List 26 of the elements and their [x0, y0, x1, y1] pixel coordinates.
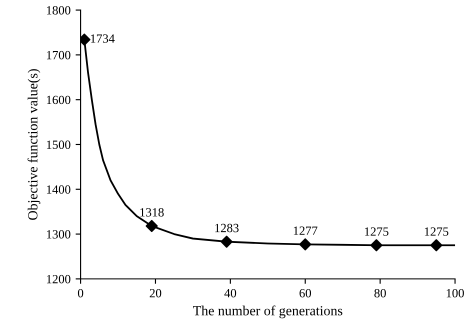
y-tick-label: 1700	[46, 50, 70, 60]
data-label: 1283	[215, 224, 239, 232]
x-axis-title: The number of generations	[193, 305, 342, 318]
x-tick-label: 100	[446, 288, 464, 298]
y-axis-title: Objective function value(s)	[28, 69, 40, 220]
data-label: 1277	[294, 226, 318, 235]
point	[220, 236, 233, 248]
y-tick-label: 1600	[46, 96, 70, 104]
y-tick-label: 1400	[46, 185, 70, 194]
data-label: 1275	[424, 227, 448, 236]
x-tick-label: 20	[150, 288, 162, 298]
data-label: 1275	[365, 227, 388, 236]
y-tick-label: 1800	[46, 6, 70, 15]
y-tick-label: 1500	[46, 140, 70, 149]
x-tick-label: 80	[374, 288, 386, 298]
y-tick-label: 1300	[46, 230, 70, 239]
point	[430, 239, 442, 252]
point	[299, 238, 312, 250]
x-tick-label: 0	[78, 288, 84, 298]
y-tick-label: 1200	[46, 274, 70, 284]
data-label: 1318	[140, 208, 164, 217]
point	[146, 220, 158, 232]
point	[370, 239, 382, 252]
x-tick-label: 60	[300, 288, 312, 298]
data-label: 1734	[90, 34, 115, 43]
x-tick-label: 40	[224, 288, 236, 298]
